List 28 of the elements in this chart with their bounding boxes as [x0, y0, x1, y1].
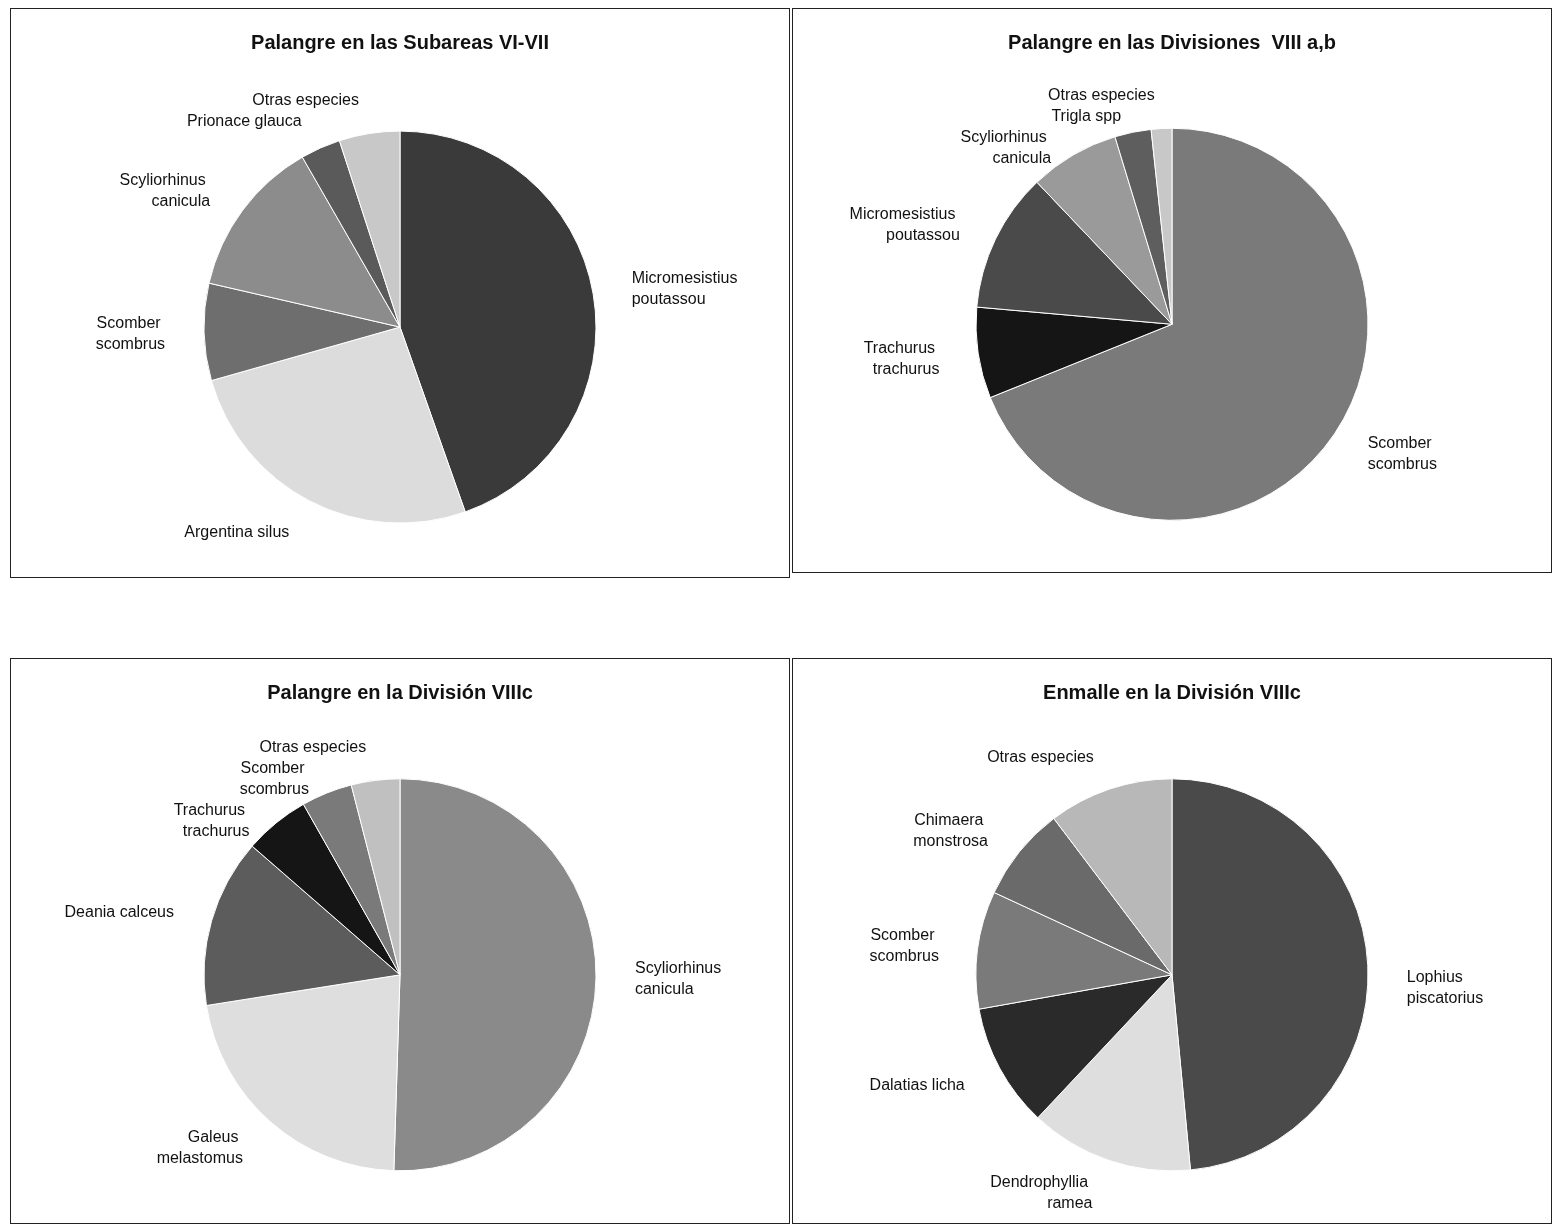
slice-label: Otras especies	[1048, 86, 1155, 104]
chart-title: Palangre en las Subareas VI-VII	[251, 31, 549, 53]
slice-label: Trigla spp	[1051, 107, 1122, 125]
slice-label: Prionace glauca	[186, 112, 302, 130]
slice-label: Otras especies	[259, 738, 367, 756]
chart-title: Palangre en las Divisiones VIII a,b	[1008, 31, 1336, 53]
slice-label: Micromesistius poutassou	[631, 269, 742, 308]
slice-label: Argentina silus	[184, 522, 290, 540]
slice-label: Scomber scombrus	[1367, 433, 1437, 472]
slice-label: Lophius piscatorius	[1406, 968, 1484, 1007]
slice-label: Micromesistius poutassou	[849, 205, 960, 244]
slice-label: Dalatias licha	[869, 1075, 965, 1093]
slice-label: Trachurus trachurus	[863, 339, 940, 378]
slice-label: Scyliorhinus canicula	[960, 128, 1052, 167]
slice-label: Otras especies	[252, 91, 360, 109]
chart-title: Enmalle en la División VIIIc	[1043, 681, 1301, 703]
slice-label: Dendrophyllia ramea	[990, 1173, 1093, 1212]
slice-label: Scomber scombrus	[95, 313, 166, 352]
slice-label: Galeus melastomus	[156, 1128, 243, 1167]
slice-label: Chimaera monstrosa	[913, 811, 989, 850]
slice-label: Scomber scombrus	[239, 759, 309, 798]
chart-title: Palangre en la División VIIIc	[267, 681, 533, 703]
slice-label: Scyliorhinus canicula	[634, 959, 726, 998]
slice-label: Deania calceus	[64, 902, 174, 920]
slice-label: Trachurus trachurus	[173, 801, 250, 840]
slice-label: Otras especies	[987, 748, 1094, 766]
slice-label: Scyliorhinus canicula	[119, 171, 211, 210]
slice-label: Scomber scombrus	[869, 926, 939, 965]
